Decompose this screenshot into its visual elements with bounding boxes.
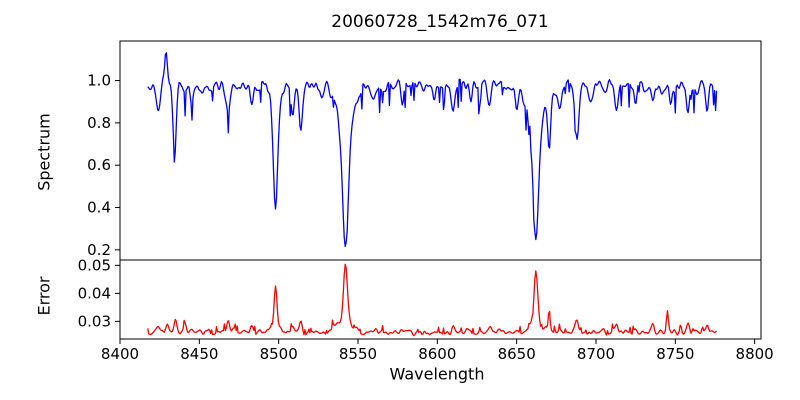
x-tick-label: 8750 (656, 345, 694, 363)
x-tick-label: 8800 (736, 345, 774, 363)
x-tick-label: 8650 (498, 345, 536, 363)
error-y-tick-label: 0.04 (78, 284, 111, 302)
x-axis-label: Wavelength (389, 364, 485, 384)
error-line (147, 263, 718, 337)
x-tick-label: 8450 (180, 345, 218, 363)
x-tick-label: 8550 (339, 345, 377, 363)
x-tick-label: 8700 (577, 345, 615, 363)
chart-title: 20060728_1542m76_071 (331, 12, 549, 32)
error-panel-frame (119, 259, 762, 340)
error-y-tick-label: 0.05 (78, 256, 111, 274)
spectrum-y-tick-label: 0.2 (87, 241, 111, 259)
spectrum-line (147, 52, 718, 248)
x-tick-label: 8600 (418, 345, 456, 363)
x-tick-label: 8400 (101, 345, 139, 363)
spectrum-y-tick-label: 1.0 (87, 72, 111, 90)
spectrum-panel-frame (119, 40, 762, 261)
spectrum-y-tick-label: 0.4 (87, 199, 111, 217)
spectrum-y-tick-label: 0.6 (87, 156, 111, 174)
x-tick-label: 8500 (260, 345, 298, 363)
error-y-tick-label: 0.03 (78, 312, 111, 330)
spectrum-y-tick-label: 0.8 (87, 114, 111, 132)
